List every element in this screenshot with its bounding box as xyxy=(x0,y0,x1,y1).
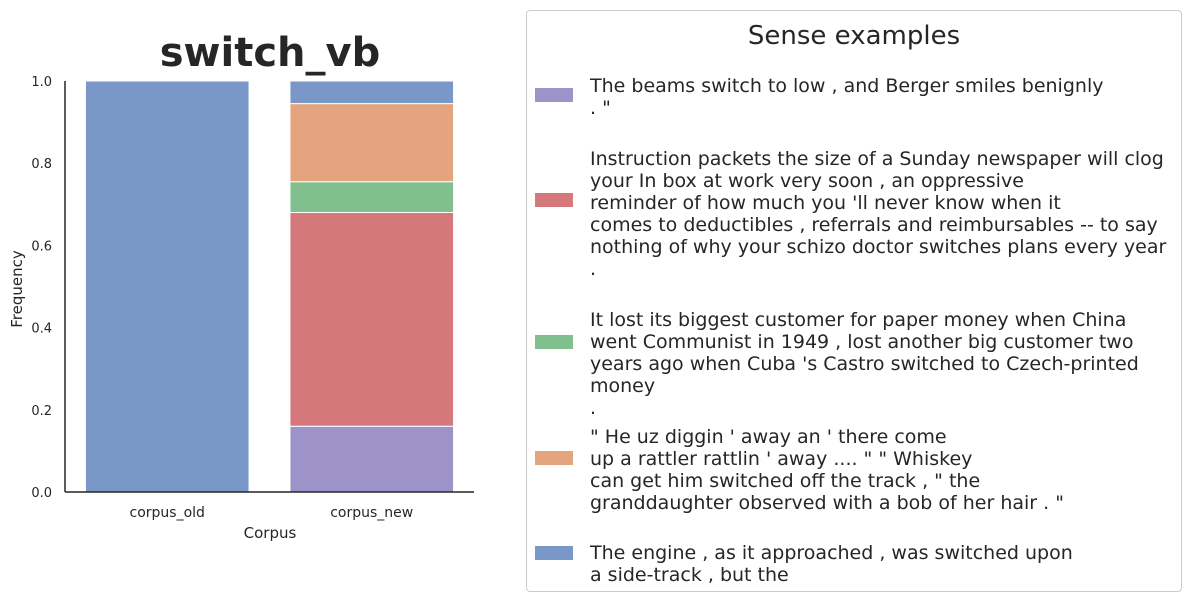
legend-swatch xyxy=(535,88,573,102)
x-tick-label: corpus_old xyxy=(130,505,205,521)
bar-segment-corpus_old-4 xyxy=(84,80,250,493)
x-axis-label: Corpus xyxy=(244,524,297,542)
y-tick-label: 0.0 xyxy=(31,486,52,501)
legend-entry-text: The beams switch to low , and Berger smi… xyxy=(590,75,1104,119)
bar-segment-corpus_new-3 xyxy=(289,103,455,183)
legend-title: Sense examples xyxy=(747,21,961,51)
bar-segment-corpus_new-0 xyxy=(289,425,455,493)
bar-segment-corpus_new-1 xyxy=(289,212,455,427)
legend: Sense examples The beams switch to low ,… xyxy=(526,10,1182,592)
x-tick-label: corpus_new xyxy=(330,505,413,521)
y-tick-label: 1.0 xyxy=(31,75,52,90)
legend-entry-text: It lost its biggest customer for paper m… xyxy=(590,309,1139,419)
legend-swatch xyxy=(535,193,573,207)
y-tick-label: 0.2 xyxy=(31,404,52,419)
legend-entry-text: The engine , as it approached , was swit… xyxy=(590,542,1073,586)
legend-swatch xyxy=(535,546,573,560)
legend-entry-text: " He uz diggin ' away an ' there come up… xyxy=(590,426,1064,514)
y-axis-ticks: 0.0 0.2 0.4 0.6 0.8 1.0 xyxy=(31,75,52,501)
legend-entry-text: Instruction packets the size of a Sunday… xyxy=(590,148,1167,280)
chart-title: switch_vb xyxy=(160,30,381,76)
y-tick-label: 0.4 xyxy=(31,322,52,337)
y-tick-label: 0.6 xyxy=(31,239,52,254)
bar-segment-corpus_new-2 xyxy=(289,181,455,214)
chart-area: switch_vb 0.00.20.40.60.81.0 corpus_old c… xyxy=(8,30,474,542)
y-axis-label: Frequency xyxy=(8,250,26,328)
bars-group xyxy=(84,80,455,493)
x-axis-ticks: corpus_old corpus_new xyxy=(130,505,414,521)
legend-swatch xyxy=(535,451,573,465)
y-tick-label: 0.8 xyxy=(31,157,52,172)
bar-segment-corpus_new-4 xyxy=(289,80,455,105)
legend-swatch xyxy=(535,335,573,349)
